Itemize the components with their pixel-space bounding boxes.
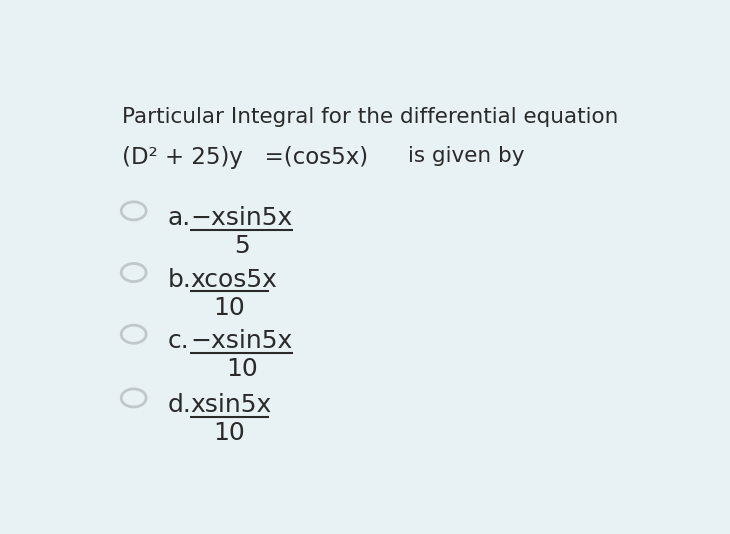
Text: 5: 5: [234, 234, 250, 258]
Text: c.: c.: [168, 329, 189, 354]
Text: is given by: is given by: [408, 146, 525, 166]
Text: 10: 10: [226, 357, 258, 381]
Text: 10: 10: [214, 421, 245, 445]
Text: b.: b.: [168, 268, 191, 292]
Text: −xsin5x: −xsin5x: [191, 206, 293, 230]
Text: xsin5x: xsin5x: [191, 393, 272, 417]
Text: (D² + 25)y   =(cos5x): (D² + 25)y =(cos5x): [123, 146, 369, 169]
Text: −xsin5x: −xsin5x: [191, 329, 293, 354]
Text: 10: 10: [214, 296, 245, 319]
Text: xcos5x: xcos5x: [191, 268, 277, 292]
Text: Particular Integral for the differential equation: Particular Integral for the differential…: [123, 107, 619, 127]
Text: d.: d.: [168, 393, 191, 417]
Text: a.: a.: [168, 206, 191, 230]
